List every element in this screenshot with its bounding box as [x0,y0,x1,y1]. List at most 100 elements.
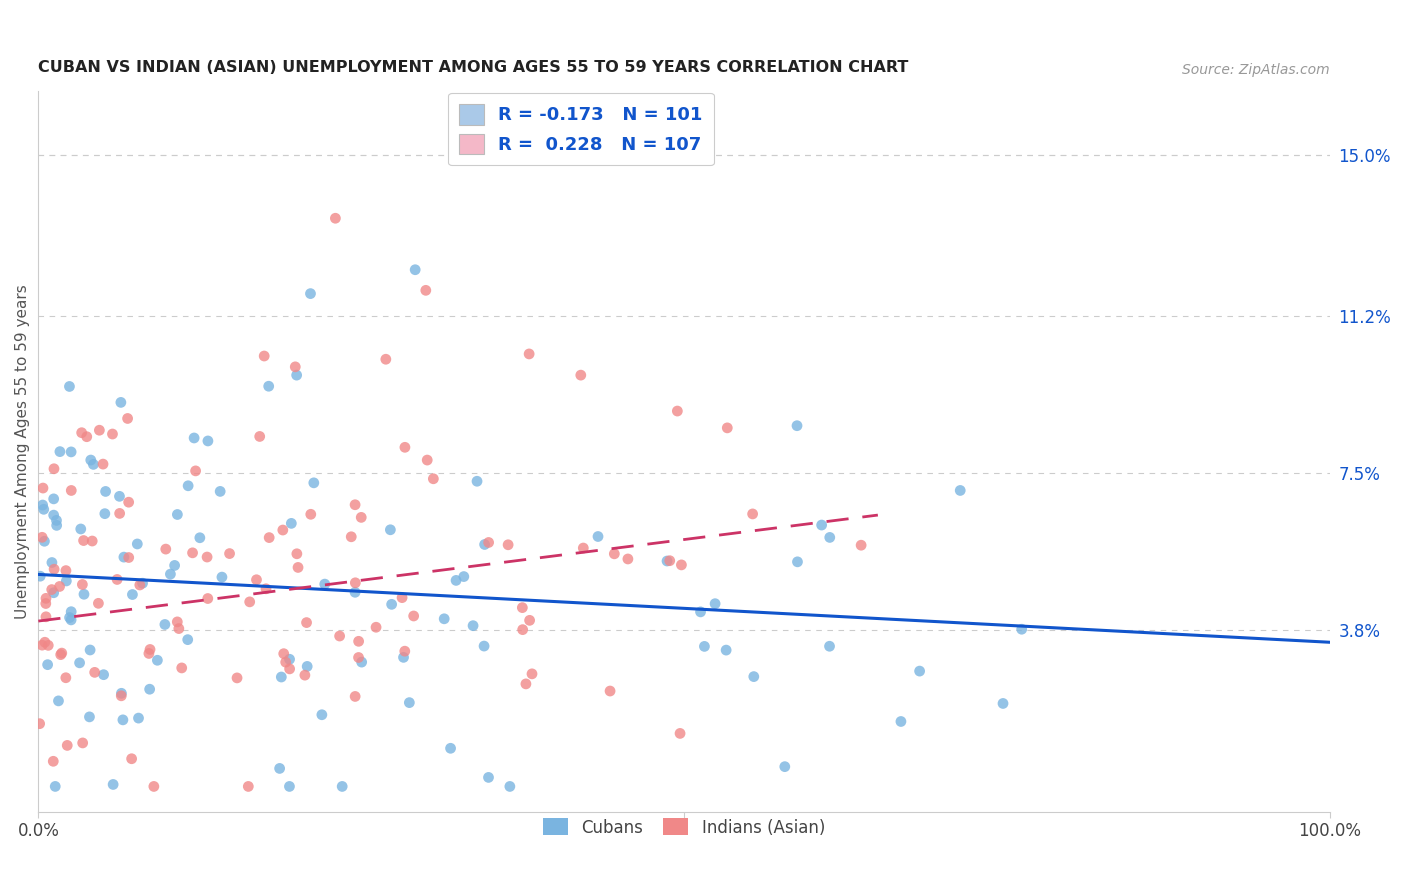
Point [37,657,59,672]
Point [269,761,291,775]
Point [347,634,370,648]
Point [94,507,117,521]
Point [72,533,94,548]
Point [603,547,626,561]
Point [188,531,211,545]
Point [344,575,367,590]
Point [274,655,297,669]
Point [704,597,727,611]
Point [474,537,496,551]
Point [41,556,63,570]
Point [159,567,181,582]
Point [82,458,104,472]
Point [617,552,640,566]
Point [69,656,91,670]
Y-axis label: Unemployment Among Ages 55 to 59 years: Unemployment Among Ages 55 to 59 years [15,284,30,619]
Point [392,650,415,665]
Point [177,479,200,493]
Point [818,639,841,653]
Point [170,661,193,675]
Point [166,508,188,522]
Point [415,283,437,297]
Point [42,462,65,476]
Point [138,647,160,661]
Point [105,573,128,587]
Point [422,472,444,486]
Point [569,368,592,383]
Point [69,522,91,536]
Point [138,682,160,697]
Point [294,668,316,682]
Point [478,535,501,549]
Point [287,560,309,574]
Point [1011,622,1033,636]
Point [60,613,83,627]
Point [101,427,124,442]
Point [599,684,621,698]
Point [278,652,301,666]
Point [32,481,55,495]
Point [49,648,72,662]
Point [658,554,681,568]
Point [31,498,53,512]
Point [461,618,484,632]
Point [72,577,94,591]
Point [49,444,72,458]
Point [60,483,83,498]
Point [890,714,912,729]
Point [299,508,322,522]
Point [121,752,143,766]
Point [444,574,467,588]
Point [51,646,73,660]
Point [83,665,105,680]
Point [402,609,425,624]
Text: Source: ZipAtlas.com: Source: ZipAtlas.com [1182,62,1330,77]
Point [226,671,249,685]
Point [285,368,308,383]
Point [94,484,117,499]
Point [512,623,534,637]
Point [55,564,77,578]
Point [127,537,149,551]
Point [31,638,53,652]
Point [669,726,692,740]
Point [810,518,832,533]
Point [572,541,595,555]
Point [515,677,537,691]
Point [908,664,931,678]
Point [45,518,67,533]
Point [91,457,114,471]
Point [586,529,609,543]
Point [44,780,66,794]
Point [714,643,737,657]
Point [55,574,77,588]
Point [284,359,307,374]
Point [257,531,280,545]
Point [344,585,367,599]
Point [786,555,808,569]
Point [849,538,872,552]
Point [666,404,689,418]
Point [344,690,367,704]
Point [344,498,367,512]
Point [347,650,370,665]
Point [197,591,219,606]
Point [949,483,972,498]
Point [166,615,188,629]
Point [139,642,162,657]
Point [404,262,426,277]
Point [786,418,808,433]
Point [70,425,93,440]
Point [517,347,540,361]
Point [499,780,522,794]
Point [340,530,363,544]
Point [364,620,387,634]
Point [299,286,322,301]
Point [128,578,150,592]
Point [184,464,207,478]
Point [818,530,841,544]
Point [280,516,302,531]
Point [278,780,301,794]
Point [329,629,352,643]
Point [183,431,205,445]
